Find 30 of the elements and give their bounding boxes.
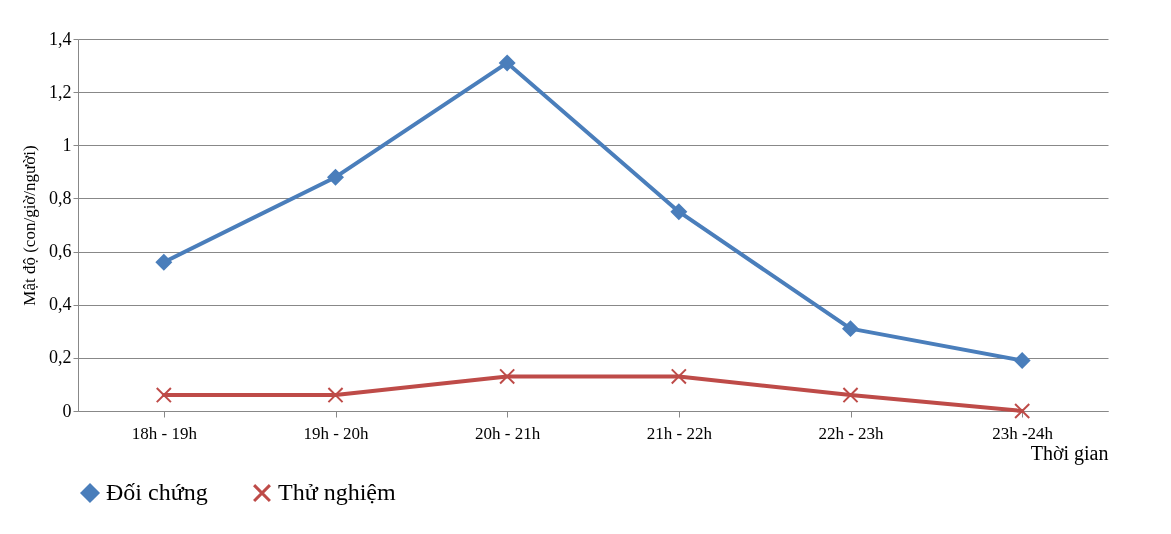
y-tick-label: 0	[62, 400, 72, 421]
point	[1014, 402, 1031, 420]
x-tick-label: 22h - 23h	[818, 423, 885, 443]
point	[327, 386, 344, 404]
point	[670, 368, 687, 385]
point	[499, 368, 516, 385]
x-tick-label: 20h - 21h	[475, 423, 541, 443]
point	[1014, 352, 1031, 369]
y-axis-title: Mật độ (con/giờ/người)	[20, 145, 39, 306]
legend-label: Đối chứng	[106, 479, 208, 506]
x-tick-label: 23h -24h	[992, 423, 1054, 443]
point	[499, 54, 516, 71]
y-tick-label: 0,8	[49, 187, 72, 208]
point	[155, 254, 172, 271]
y-tick-label: 0,4	[49, 294, 72, 315]
y-tick-label: 1	[62, 134, 72, 155]
y-tick-label: 1,2	[49, 81, 72, 102]
x-axis-title: Thời gian	[1030, 441, 1109, 465]
point	[670, 203, 687, 220]
point	[155, 386, 172, 404]
y-tick-label: 0,6	[49, 241, 72, 262]
x-tick-label: 18h - 19h	[131, 423, 198, 443]
point	[327, 169, 344, 186]
legend-label: Thử nghiệm	[278, 479, 396, 506]
x-tick-label: 19h - 20h	[303, 423, 370, 443]
y-tick-label: 1,4	[49, 28, 72, 49]
y-tick-label: 0,2	[49, 347, 72, 368]
x-tick-label: 21h - 22h	[646, 423, 713, 443]
point	[842, 386, 859, 404]
point	[842, 320, 859, 337]
